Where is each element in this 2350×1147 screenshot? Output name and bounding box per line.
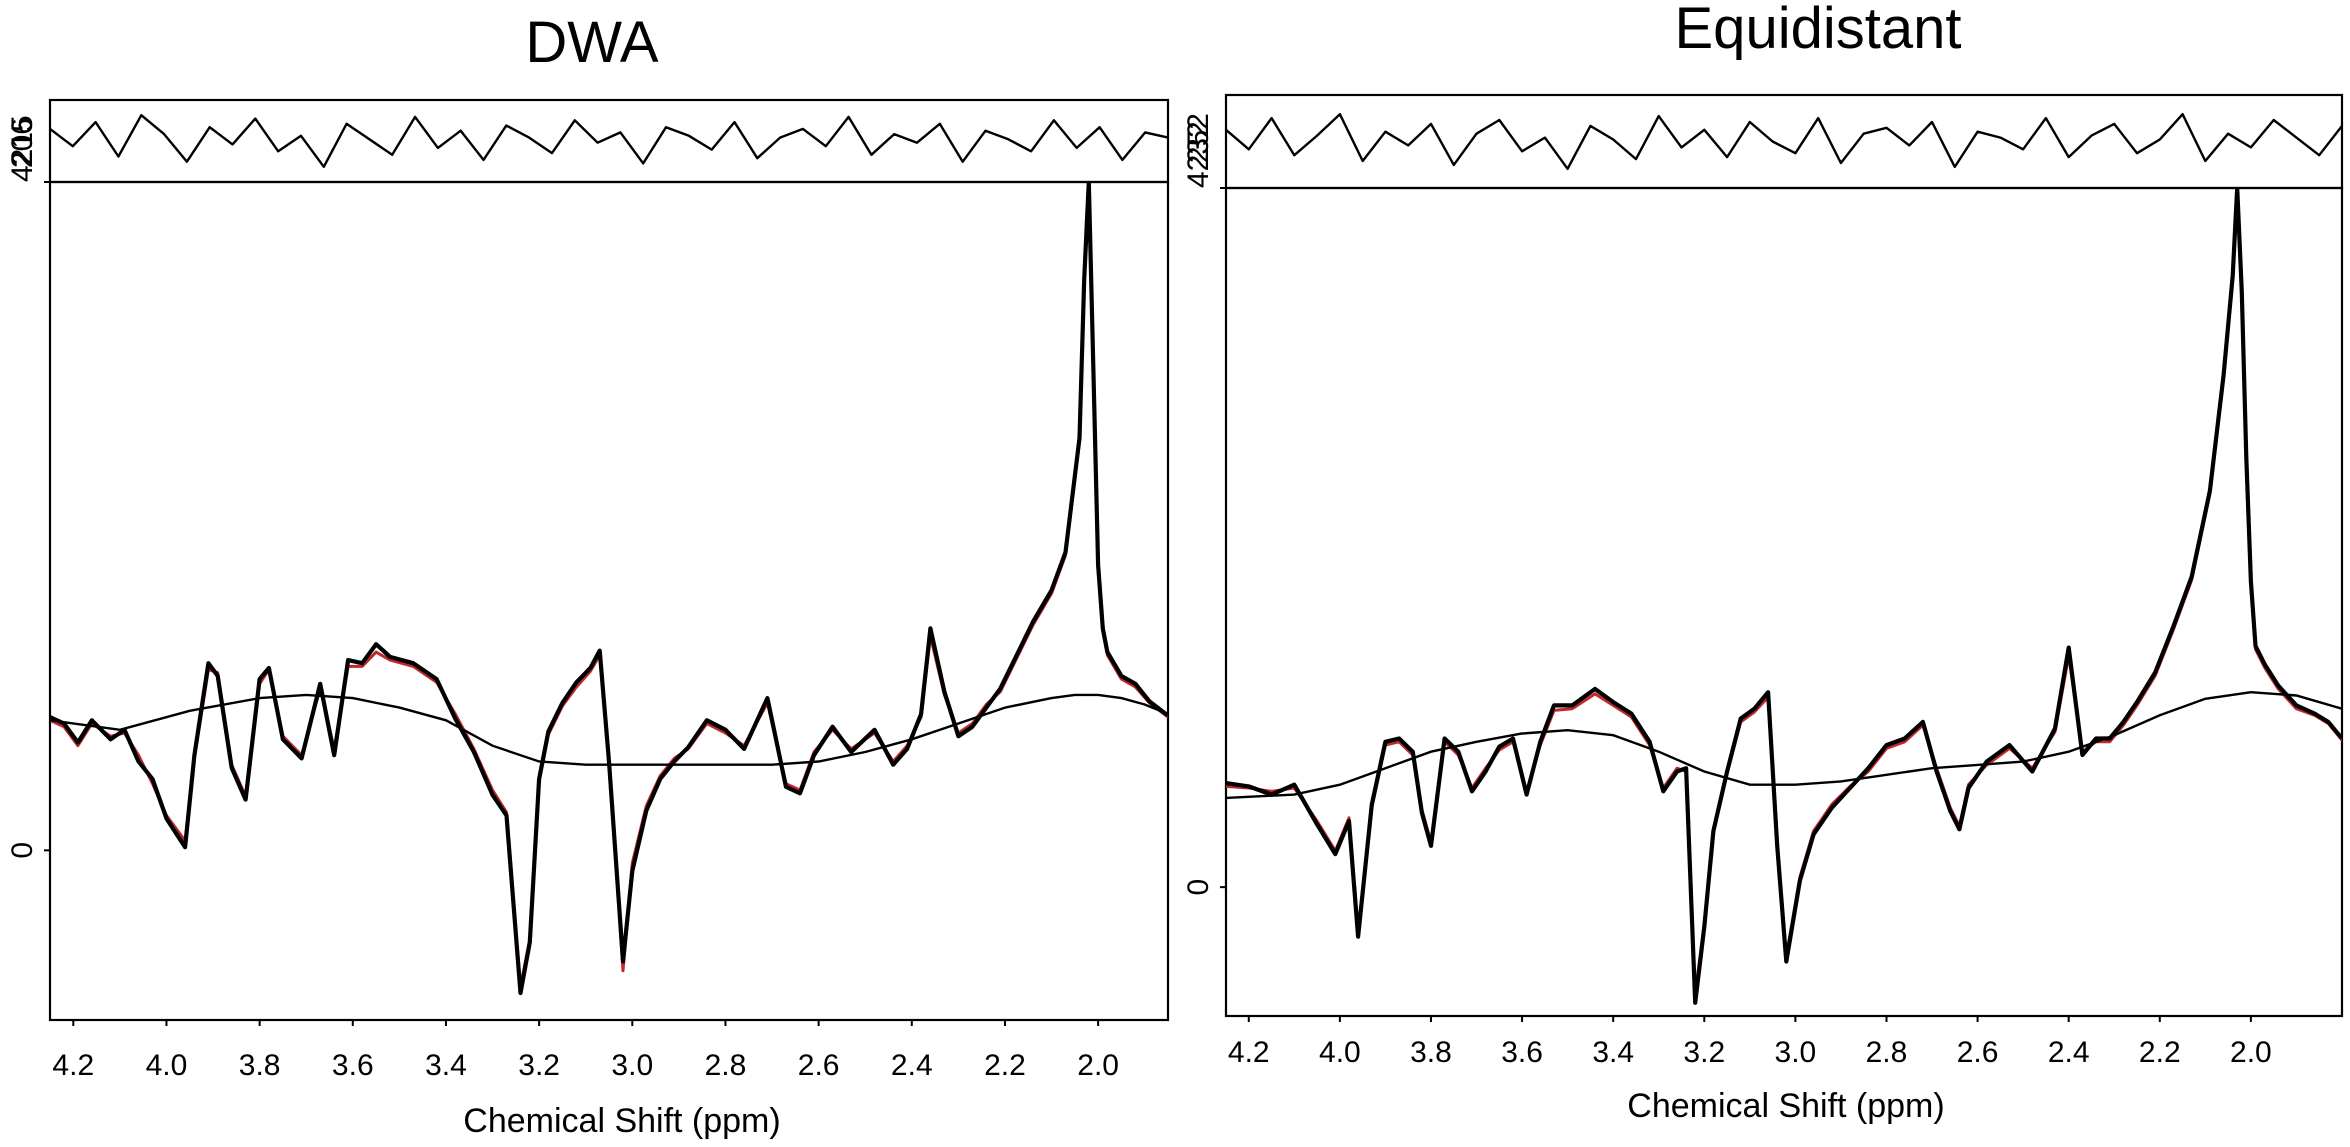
panel-title: Equidistant	[1675, 0, 1962, 61]
x-axis-label: Chemical Shift (ppm)	[463, 1102, 780, 1140]
residual-tick-label: 206	[6, 118, 39, 168]
x-tick-label: 3.6	[332, 1049, 374, 1082]
x-tick-label: 4.2	[52, 1049, 94, 1082]
residual-line	[1225, 112, 2343, 171]
y-tick-label: 4232	[1182, 121, 1215, 188]
x-tick-label: 2.2	[984, 1049, 1026, 1082]
x-axis-label: Chemical Shift (ppm)	[1627, 1087, 1944, 1125]
panel-dwa: DWA Chemical Shift (ppm) 4.2 4.0 3.8 3.6 3.4…	[6, 10, 1170, 1140]
fit-line	[1226, 191, 2342, 996]
x-tick-label: 2.0	[1077, 1049, 1119, 1082]
x-tick-label: 2.6	[798, 1049, 840, 1082]
x-tick-label: 4.0	[1319, 1036, 1361, 1069]
x-tick-label: 3.8	[239, 1049, 281, 1082]
x-tick-label: 2.4	[891, 1049, 933, 1082]
panel-equidistant: Equidistant Chemical Shift (ppm) 4.2 4.0 3…	[1182, 0, 2344, 1125]
x-tick-label: 3.0	[1775, 1036, 1817, 1069]
x-tick-label: 2.8	[705, 1049, 747, 1082]
residual-frame	[1224, 93, 2344, 190]
fit-line	[50, 184, 1168, 989]
x-tick-label: 2.0	[2230, 1036, 2272, 1069]
plot-frame	[1224, 186, 2344, 1018]
x-tick-label: 3.8	[1410, 1036, 1452, 1069]
spectrum-line	[50, 182, 1168, 996]
residual-line	[49, 113, 1169, 169]
x-tick-label: 3.4	[425, 1049, 467, 1082]
x-tick-label: 4.2	[1228, 1036, 1270, 1069]
baseline-line	[50, 693, 1168, 766]
residual-tick-label: 252	[1182, 113, 1215, 163]
plot-frame	[48, 180, 1170, 1022]
x-tick-label: 3.0	[611, 1049, 653, 1082]
x-tick-label: 4.0	[146, 1049, 188, 1082]
y-tick-label: 4215	[6, 115, 39, 182]
x-tick-label: 3.2	[1683, 1036, 1725, 1069]
baseline-line	[1226, 690, 2342, 800]
spectrum-line	[1226, 188, 2342, 1005]
x-tick-label: 3.6	[1501, 1036, 1543, 1069]
y-tick-label: 0	[6, 842, 39, 859]
x-tick-label: 2.8	[1866, 1036, 1908, 1069]
panel-title: DWA	[525, 10, 658, 75]
x-tick-label: 3.4	[1592, 1036, 1634, 1069]
x-tick-label: 3.2	[518, 1049, 560, 1082]
x-tick-label: 2.4	[2048, 1036, 2090, 1069]
residual-frame	[48, 98, 1170, 184]
y-tick-label: 0	[1182, 879, 1215, 896]
x-tick-label: 2.2	[2139, 1036, 2181, 1069]
x-tick-label: 2.6	[1957, 1036, 1999, 1069]
